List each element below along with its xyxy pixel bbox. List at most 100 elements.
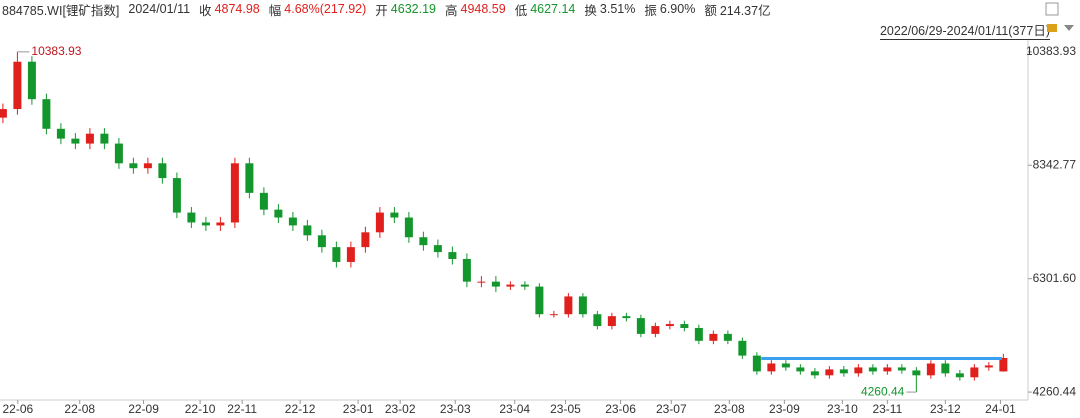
candle-body xyxy=(187,212,196,223)
field-value: 3.51% xyxy=(599,2,636,16)
candle-body xyxy=(404,217,413,238)
x-tick-label: 23-11 xyxy=(872,402,902,416)
candle-body xyxy=(448,252,457,259)
candle-body xyxy=(100,133,109,144)
field-value: 4.68%(217.92) xyxy=(284,2,367,16)
candle-body xyxy=(288,217,297,226)
candle-body xyxy=(85,133,94,144)
candle-body xyxy=(854,367,863,374)
candle-body xyxy=(42,99,51,129)
candle-body xyxy=(303,225,312,236)
x-tick-label: 23-02 xyxy=(385,402,416,416)
candle-body xyxy=(317,235,326,248)
x-tick-label: 22-12 xyxy=(285,402,316,416)
field-value: 214.37亿 xyxy=(719,3,771,18)
candle-body xyxy=(332,247,341,262)
field-label: 额 xyxy=(704,3,717,18)
candle-body xyxy=(607,316,616,327)
field-value: 4627.14 xyxy=(530,2,576,16)
candle-body xyxy=(941,363,950,374)
candle-body xyxy=(216,222,225,226)
max-label: 10383.93 xyxy=(31,44,81,58)
code: 884785.WI[锂矿指数] xyxy=(2,3,120,18)
candle-body xyxy=(665,324,674,327)
candle-body xyxy=(999,357,1008,372)
candle-body xyxy=(694,327,703,341)
x-tick-label: 23-07 xyxy=(656,402,687,416)
candle-body xyxy=(172,178,181,213)
candle-body xyxy=(114,143,123,164)
header: 884785.WI[锂矿指数] 2024/01/11 收 4874.98 幅 4.68… xyxy=(2,0,780,18)
candle-body xyxy=(245,163,254,193)
candle-body xyxy=(839,369,848,374)
x-tick-label: 23-03 xyxy=(440,402,471,416)
candle-body xyxy=(825,369,834,376)
min-label: 4260.44 xyxy=(861,384,905,398)
x-tick-label: 23-09 xyxy=(769,402,800,416)
candle-body xyxy=(651,326,660,334)
field-label: 幅 xyxy=(268,3,282,18)
candle-body xyxy=(13,61,22,110)
x-tick-label: 23-12 xyxy=(930,402,961,416)
candle-body xyxy=(129,163,138,169)
candle-body xyxy=(375,212,384,233)
field-value: 4632.19 xyxy=(390,2,436,16)
candle-body xyxy=(433,245,442,253)
candle-body xyxy=(0,109,7,118)
candle-body xyxy=(810,371,819,376)
candle-body xyxy=(970,367,979,378)
candle-body xyxy=(680,324,689,328)
candle-body xyxy=(564,296,573,315)
x-tick-label: 22-10 xyxy=(185,402,216,416)
x-tick-label: 23-08 xyxy=(714,402,745,416)
field-value: 4948.59 xyxy=(460,2,506,16)
candle-body xyxy=(27,61,36,100)
lock-icon[interactable] xyxy=(1047,24,1057,32)
y-tick-label: 4260.44 xyxy=(1033,384,1077,398)
field-label: 低 xyxy=(514,3,528,18)
dropdown-icon[interactable] xyxy=(1064,25,1074,31)
candle-body xyxy=(578,296,587,315)
candle-body xyxy=(912,370,921,376)
x-tick-label: 23-05 xyxy=(550,402,581,416)
candle-body xyxy=(593,314,602,327)
candle-body xyxy=(390,212,399,218)
candle-body xyxy=(955,373,964,378)
date-range[interactable]: 2022/06/29-2024/01/11(377日) xyxy=(879,20,1050,40)
candle-body xyxy=(274,209,283,218)
candle-body xyxy=(926,363,935,376)
candle-body xyxy=(984,365,993,368)
candle-body xyxy=(752,355,761,372)
x-tick-label: 22-09 xyxy=(128,402,159,416)
candle-body xyxy=(201,222,210,226)
x-tick-label: 22-11 xyxy=(227,402,257,416)
x-tick-label: 23-10 xyxy=(827,402,858,416)
candle-body xyxy=(259,192,268,210)
candle-body xyxy=(897,367,906,371)
x-tick-label: 22-06 xyxy=(2,402,33,416)
candle-body xyxy=(506,284,515,287)
candle-body xyxy=(723,333,732,341)
date: 2024/01/11 xyxy=(128,2,191,16)
candle-body xyxy=(883,367,892,372)
candle-body xyxy=(868,367,877,372)
y-tick-label: 6301.60 xyxy=(1033,271,1077,285)
candle-body xyxy=(636,318,645,334)
y-tick-label: 8342.77 xyxy=(1033,157,1077,171)
field-value: 4874.98 xyxy=(214,2,260,16)
y-tick-label: 10383.93 xyxy=(1026,44,1076,58)
candle-body xyxy=(462,258,471,282)
candle-body xyxy=(419,237,428,246)
field-label: 收 xyxy=(199,3,212,18)
candle-body xyxy=(143,163,152,169)
candle-body xyxy=(738,340,747,356)
x-tick-label: 23-01 xyxy=(343,402,374,416)
candle-body xyxy=(549,314,558,316)
x-tick-label: 22-08 xyxy=(64,402,95,416)
icon[interactable] xyxy=(1045,2,1059,16)
candle-body xyxy=(767,363,776,372)
candle-body xyxy=(56,128,65,139)
candle-body xyxy=(520,284,529,287)
candle-body xyxy=(71,138,80,144)
